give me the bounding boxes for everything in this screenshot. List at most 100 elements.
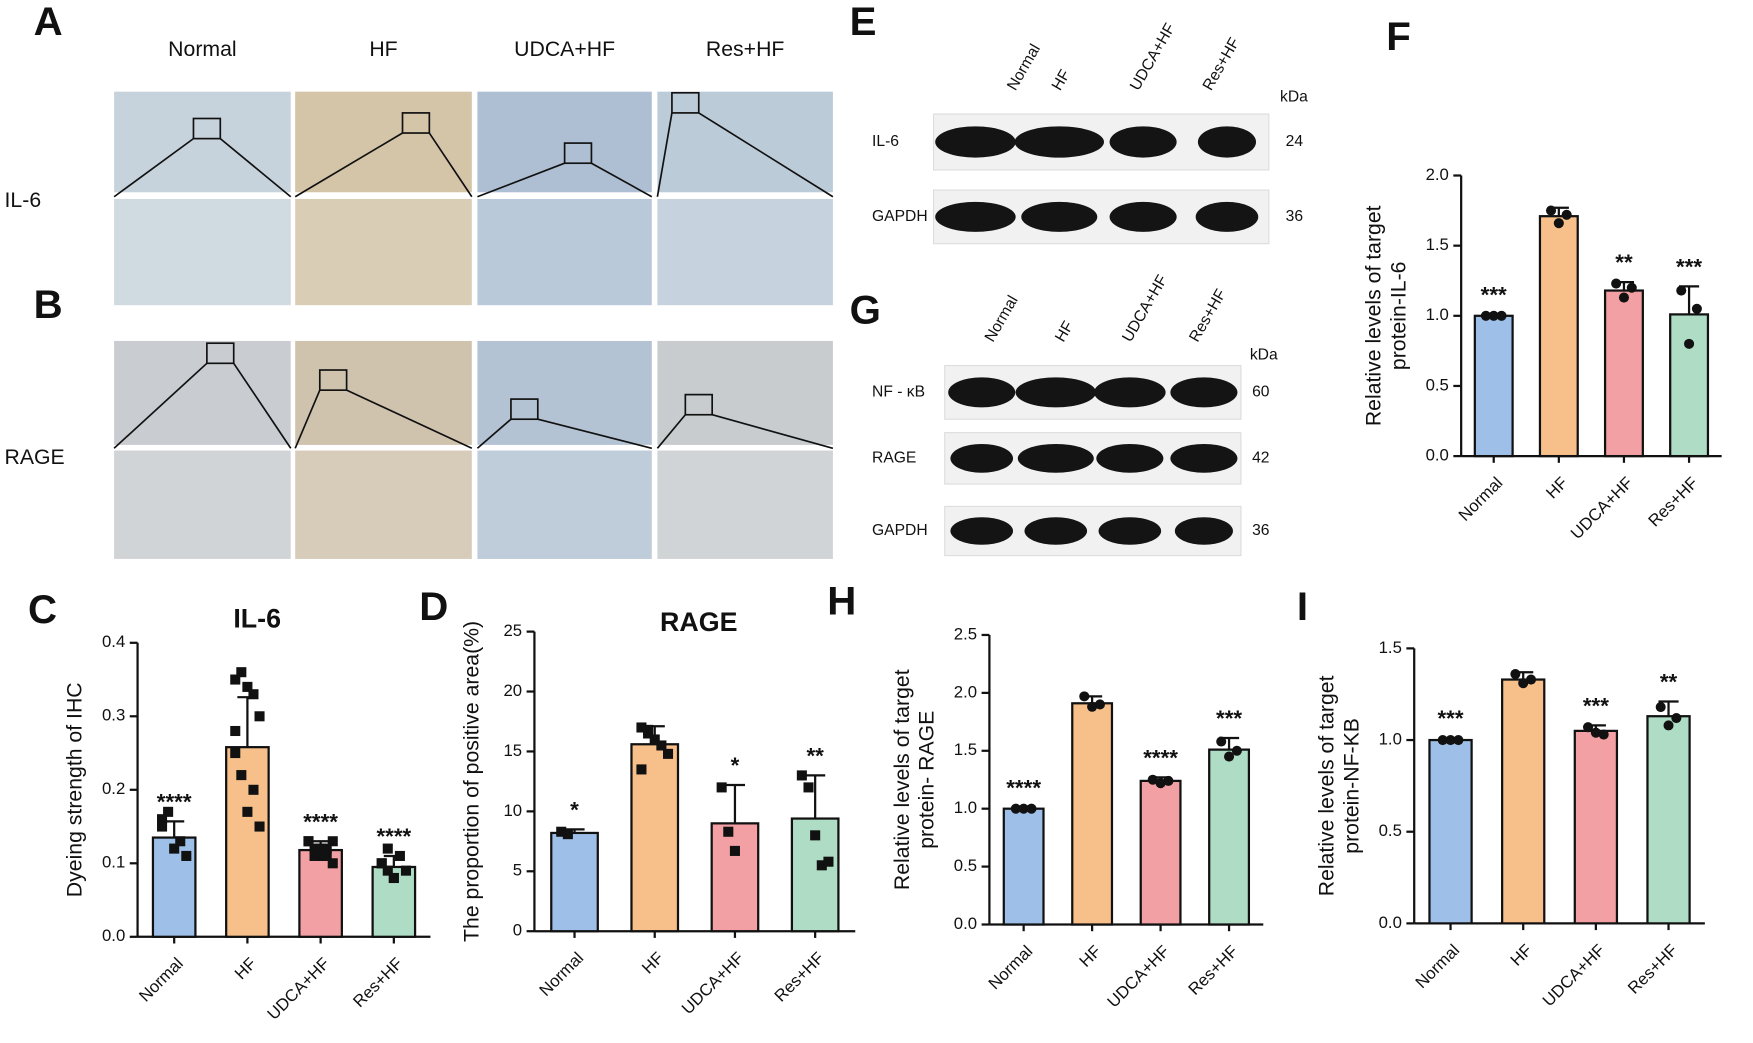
zoom-box bbox=[192, 117, 222, 140]
x-tick-label: UDCA+HF bbox=[678, 948, 748, 1018]
x-tick-label: Res+HF bbox=[349, 954, 406, 1011]
x-tick-label: HF bbox=[638, 948, 667, 977]
zoom-line bbox=[698, 112, 834, 198]
data-point bbox=[1018, 803, 1029, 814]
y-tick-label: 2.0 bbox=[954, 682, 977, 701]
bar bbox=[1573, 729, 1619, 925]
ihc-zoom-image bbox=[114, 198, 291, 306]
data-point bbox=[1094, 699, 1105, 710]
data-point bbox=[1437, 735, 1448, 746]
data-point bbox=[254, 711, 265, 722]
ihc-image bbox=[477, 340, 652, 445]
blot-band bbox=[1014, 126, 1104, 158]
blot-band bbox=[935, 201, 1016, 232]
data-point bbox=[230, 748, 241, 759]
y-tick-label: 0 bbox=[513, 921, 522, 940]
x-tick-label: Normal bbox=[1455, 473, 1507, 525]
data-point bbox=[248, 784, 259, 795]
zoom-line bbox=[294, 389, 321, 449]
ihc-row-label: IL-6 bbox=[5, 188, 42, 212]
panel-letter: I bbox=[1297, 584, 1308, 629]
data-point bbox=[242, 806, 253, 817]
lane-label: UDCA+HF bbox=[1127, 21, 1179, 94]
blot-row-label: GAPDH bbox=[872, 522, 928, 539]
y-tick-label: 20 bbox=[503, 681, 522, 700]
bar bbox=[710, 822, 760, 933]
data-point bbox=[1655, 702, 1666, 713]
error-bar bbox=[724, 783, 746, 824]
data-point bbox=[242, 681, 253, 692]
data-point bbox=[1079, 691, 1090, 702]
x-tick-label: Normal bbox=[135, 954, 187, 1006]
data-point bbox=[643, 724, 654, 735]
ihc-zoom-image bbox=[295, 198, 472, 306]
zoom-box bbox=[510, 398, 539, 421]
zoom-line bbox=[656, 112, 673, 197]
panel-letter: D bbox=[419, 584, 448, 629]
data-point bbox=[1147, 774, 1158, 785]
ihc-zoom-image bbox=[114, 450, 291, 559]
x-tick-label: UDCA+HF bbox=[1104, 942, 1174, 1012]
error-bar bbox=[164, 820, 185, 838]
ihc-column-label: Res+HF bbox=[706, 37, 784, 61]
y-tick-label: 5 bbox=[513, 861, 522, 880]
data-point bbox=[562, 829, 573, 840]
data-point bbox=[382, 865, 393, 876]
zoom-line bbox=[656, 414, 686, 449]
error-bar bbox=[1658, 700, 1679, 717]
blot-band bbox=[1096, 443, 1164, 473]
blot-row-label: GAPDH bbox=[872, 208, 928, 225]
blot-band bbox=[1170, 377, 1238, 408]
bar bbox=[1139, 779, 1182, 926]
panel-letter: G bbox=[850, 288, 881, 333]
blot-band bbox=[950, 517, 1014, 545]
significance: *** bbox=[1583, 693, 1609, 718]
data-point bbox=[816, 860, 827, 871]
ihc-image bbox=[114, 340, 291, 445]
y-tick-label: 0.2 bbox=[102, 779, 125, 798]
significance: * bbox=[570, 797, 579, 822]
data-point bbox=[394, 850, 405, 861]
x-tick-label: UDCA+HF bbox=[264, 954, 334, 1024]
ihc-column-label: HF bbox=[369, 37, 397, 61]
data-point bbox=[303, 836, 314, 847]
ihc-row-label: RAGE bbox=[5, 445, 65, 469]
y-axis-label: Relative levels of target bbox=[1362, 205, 1386, 426]
data-point bbox=[400, 865, 412, 876]
data-point bbox=[1611, 278, 1622, 289]
bar bbox=[225, 746, 270, 938]
data-point bbox=[716, 782, 727, 793]
blot-kda: 42 bbox=[1252, 449, 1269, 466]
bar bbox=[1501, 678, 1546, 925]
zoom-box bbox=[671, 91, 700, 114]
blot-band bbox=[950, 443, 1014, 473]
blot-band bbox=[1195, 201, 1259, 232]
data-point bbox=[1488, 310, 1499, 321]
data-point bbox=[248, 689, 259, 700]
data-point bbox=[1626, 282, 1637, 293]
y-tick-label: 10 bbox=[503, 801, 522, 820]
x-tick-label: Res+HF bbox=[1624, 940, 1681, 997]
zoom-box bbox=[684, 393, 714, 416]
y-tick-label: 1.5 bbox=[1426, 235, 1449, 254]
zoom-line bbox=[294, 132, 403, 198]
bar bbox=[1002, 807, 1045, 926]
ihc-image bbox=[295, 91, 472, 193]
zoom-box bbox=[563, 142, 593, 165]
data-point bbox=[309, 843, 320, 854]
significance: **** bbox=[1006, 776, 1041, 801]
data-point bbox=[1663, 720, 1674, 731]
blot-row-label: RAGE bbox=[872, 449, 916, 466]
significance: ** bbox=[1615, 250, 1633, 275]
zoom-line bbox=[346, 389, 473, 450]
data-point bbox=[327, 836, 338, 847]
ihc-zoom-image bbox=[657, 198, 833, 306]
significance: ** bbox=[806, 743, 824, 768]
data-point bbox=[1480, 310, 1491, 321]
data-point bbox=[1684, 338, 1695, 349]
data-point bbox=[1545, 205, 1557, 216]
x-tick-label: HF bbox=[1507, 940, 1536, 969]
data-point bbox=[810, 830, 821, 841]
y-tick-label: 1.5 bbox=[1379, 638, 1402, 657]
